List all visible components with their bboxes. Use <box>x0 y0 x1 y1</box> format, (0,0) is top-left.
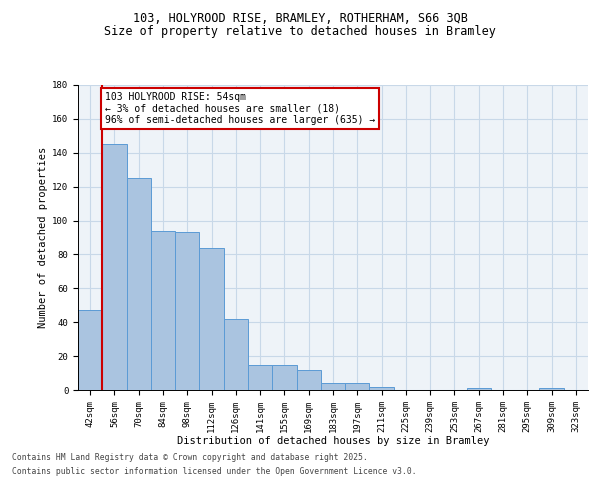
Bar <box>248 364 272 390</box>
Bar <box>539 388 564 390</box>
Bar <box>175 232 199 390</box>
Bar <box>467 388 491 390</box>
Bar <box>127 178 151 390</box>
Bar <box>321 383 345 390</box>
Y-axis label: Number of detached properties: Number of detached properties <box>38 147 48 328</box>
Text: Contains HM Land Registry data © Crown copyright and database right 2025.: Contains HM Land Registry data © Crown c… <box>12 454 368 462</box>
Bar <box>345 383 370 390</box>
X-axis label: Distribution of detached houses by size in Bramley: Distribution of detached houses by size … <box>177 436 489 446</box>
Bar <box>224 319 248 390</box>
Text: Contains public sector information licensed under the Open Government Licence v3: Contains public sector information licen… <box>12 467 416 476</box>
Bar <box>199 248 224 390</box>
Text: Size of property relative to detached houses in Bramley: Size of property relative to detached ho… <box>104 25 496 38</box>
Bar <box>78 310 102 390</box>
Text: 103 HOLYROOD RISE: 54sqm
← 3% of detached houses are smaller (18)
96% of semi-de: 103 HOLYROOD RISE: 54sqm ← 3% of detache… <box>105 92 375 125</box>
Bar <box>151 230 175 390</box>
Bar <box>370 386 394 390</box>
Bar <box>296 370 321 390</box>
Text: 103, HOLYROOD RISE, BRAMLEY, ROTHERHAM, S66 3QB: 103, HOLYROOD RISE, BRAMLEY, ROTHERHAM, … <box>133 12 467 24</box>
Bar <box>272 364 296 390</box>
Bar <box>102 144 127 390</box>
